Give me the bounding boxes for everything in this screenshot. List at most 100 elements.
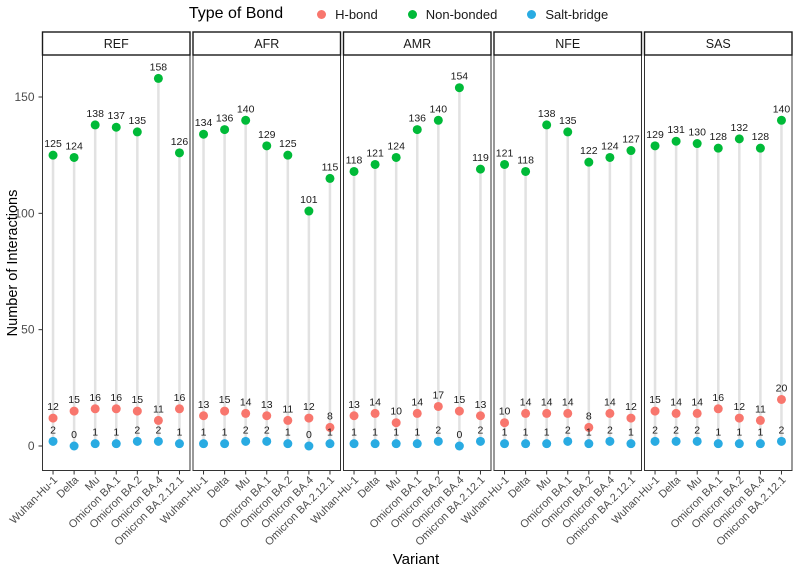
facet-strip <box>493 31 643 56</box>
value-label: 1 <box>372 427 378 439</box>
value-label: 127 <box>622 134 640 146</box>
data-point-saltbridge <box>626 439 636 449</box>
legend-item-saltbridge: Salt-bridge <box>527 7 608 22</box>
data-point-nonbonded <box>199 129 209 139</box>
data-point-hbond <box>776 394 786 404</box>
facet-strip-label: AMR <box>403 37 431 51</box>
value-label: 14 <box>604 396 616 408</box>
data-point-hbond <box>650 406 660 416</box>
data-point-hbond <box>349 411 359 421</box>
data-point-hbond <box>174 404 184 414</box>
facet-strip-label: NFE <box>555 37 580 51</box>
data-point-hbond <box>325 422 335 432</box>
value-label: 11 <box>282 403 293 415</box>
data-point-saltbridge <box>69 441 79 451</box>
value-label: 10 <box>390 406 402 418</box>
value-label: 12 <box>303 401 315 413</box>
facet-strip-label: REF <box>104 37 129 51</box>
data-point-hbond <box>475 411 485 421</box>
data-point-nonbonded <box>174 148 184 158</box>
y-tick-label: 0 <box>28 439 35 453</box>
data-point-nonbonded <box>220 125 230 135</box>
value-label: 16 <box>712 392 724 404</box>
data-point-nonbonded <box>433 115 443 125</box>
data-point-nonbonded <box>626 146 636 156</box>
x-axis-title: Variant <box>392 551 440 568</box>
value-label: 12 <box>625 401 637 413</box>
data-point-saltbridge <box>734 439 744 449</box>
value-label: 14 <box>369 396 381 408</box>
value-label: 14 <box>562 396 574 408</box>
value-label: 2 <box>607 424 613 436</box>
value-label: 2 <box>134 424 140 436</box>
value-label: 13 <box>348 399 360 411</box>
data-point-saltbridge <box>542 439 552 449</box>
value-label: 154 <box>451 71 469 83</box>
data-point-saltbridge <box>48 436 58 446</box>
data-point-hbond <box>692 408 702 418</box>
x-tick-label: Delta <box>657 474 684 501</box>
data-point-saltbridge <box>132 436 142 446</box>
data-point-saltbridge <box>671 436 681 446</box>
value-label: 134 <box>195 117 213 129</box>
value-label: 140 <box>237 103 255 115</box>
legend-label-hbond: H-bond <box>335 6 378 22</box>
value-label: 1 <box>586 427 592 439</box>
data-point-nonbonded <box>262 141 272 151</box>
value-label: 14 <box>541 396 553 408</box>
data-point-nonbonded <box>454 83 464 93</box>
data-point-hbond <box>111 404 121 414</box>
data-point-nonbonded <box>605 152 615 162</box>
y-tick-label: 50 <box>21 323 35 337</box>
data-point-saltbridge <box>563 436 573 446</box>
value-label: 137 <box>107 110 125 122</box>
data-point-hbond <box>734 413 744 423</box>
value-label: 131 <box>667 124 685 136</box>
value-label: 2 <box>264 424 270 436</box>
data-point-saltbridge <box>475 436 485 446</box>
value-label: 15 <box>131 394 143 406</box>
value-label: 138 <box>538 108 556 120</box>
nonbonded-swatch-icon <box>407 9 417 19</box>
value-label: 12 <box>47 401 59 413</box>
value-label: 126 <box>171 136 189 148</box>
data-point-nonbonded <box>692 139 702 149</box>
data-point-saltbridge <box>220 439 230 449</box>
data-point-saltbridge <box>325 439 335 449</box>
value-label: 140 <box>430 103 448 115</box>
legend-label-saltbridge: Salt-bridge <box>545 6 609 22</box>
value-label: 140 <box>773 103 791 115</box>
value-label: 14 <box>691 396 703 408</box>
value-label: 2 <box>694 424 700 436</box>
value-label: 122 <box>580 145 598 157</box>
value-label: 14 <box>411 396 423 408</box>
y-axis-title: Number of Interactions <box>5 189 21 337</box>
value-label: 1 <box>285 427 291 439</box>
value-label: 2 <box>652 424 658 436</box>
data-point-saltbridge <box>412 439 422 449</box>
legend: Type of Bond H-bond Non-bonded Salt-brid… <box>0 0 797 28</box>
data-point-hbond <box>132 406 142 416</box>
value-label: 1 <box>715 427 721 439</box>
data-point-nonbonded <box>734 134 744 144</box>
value-label: 20 <box>776 382 788 394</box>
data-point-nonbonded <box>776 115 786 125</box>
data-point-hbond <box>69 406 79 416</box>
value-label: 132 <box>731 122 749 134</box>
data-point-hbond <box>584 422 594 432</box>
value-label: 1 <box>414 427 420 439</box>
value-label: 158 <box>150 61 168 73</box>
data-point-hbond <box>241 408 251 418</box>
data-point-nonbonded <box>325 173 335 183</box>
value-label: 14 <box>520 396 532 408</box>
value-label: 136 <box>408 113 426 125</box>
value-label: 2 <box>779 424 785 436</box>
value-label: 15 <box>454 394 466 406</box>
facet-strip <box>41 31 191 56</box>
data-point-nonbonded <box>304 206 314 216</box>
value-label: 1 <box>327 427 333 439</box>
y-tick-label: 100 <box>14 206 34 220</box>
data-point-saltbridge <box>153 436 163 446</box>
facet-strip-label: SAS <box>706 37 731 51</box>
